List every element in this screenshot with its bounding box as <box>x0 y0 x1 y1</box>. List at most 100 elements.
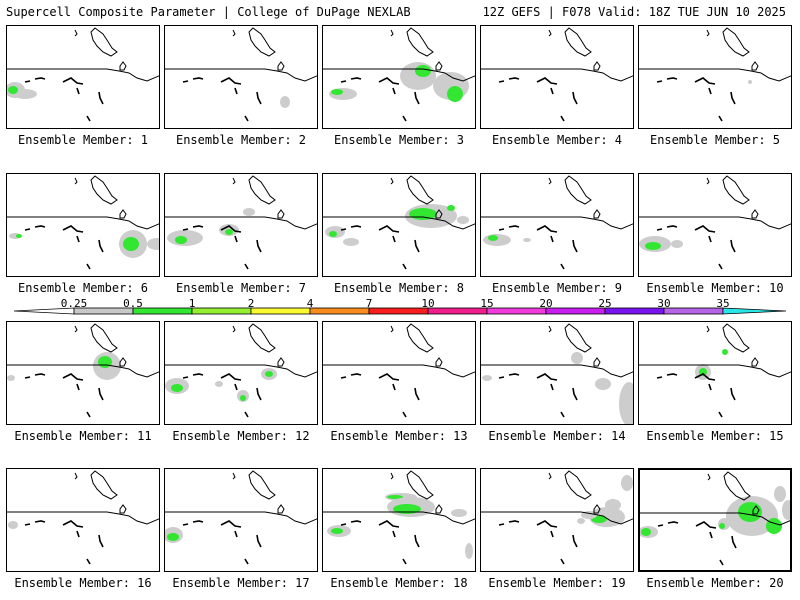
colorbar-segment <box>545 307 606 315</box>
ensemble-member-label: Ensemble Member: 7 <box>175 281 307 295</box>
point-marker <box>277 61 285 71</box>
coastline-shape <box>406 323 434 353</box>
island-shape <box>74 29 78 37</box>
lake-shape <box>666 373 678 376</box>
ensemble-member-panel-19[interactable] <box>480 468 634 572</box>
river-shape <box>730 239 736 253</box>
lake-shape <box>24 376 31 379</box>
colorbar-segment <box>191 307 252 315</box>
ensemble-member-panel-6[interactable] <box>6 173 160 277</box>
lake-shape <box>34 373 46 376</box>
border-line <box>481 364 633 378</box>
scp-shade-green <box>488 235 498 241</box>
ensemble-member-label: Ensemble Member: 20 <box>646 576 784 590</box>
scp-shade-light <box>457 216 469 224</box>
ensemble-map <box>481 470 633 565</box>
ensemble-member-panel-20[interactable] <box>638 468 792 572</box>
scp-shade-green <box>16 234 22 238</box>
lake-shape <box>182 80 189 83</box>
ensemble-map <box>7 27 159 122</box>
coastline-shape <box>564 470 592 500</box>
colorbar-segment <box>604 307 665 315</box>
scp-shade-light <box>7 375 15 381</box>
ensemble-member-panel-2[interactable] <box>164 25 318 129</box>
border-line <box>639 68 791 82</box>
lake-shape <box>666 77 678 80</box>
ensemble-member-panel-12[interactable] <box>164 321 318 425</box>
coastline-shape <box>90 470 118 500</box>
scp-shade-green <box>415 65 431 77</box>
lake-shape <box>694 77 716 85</box>
lake-shape <box>62 77 84 85</box>
ensemble-member-panel-14[interactable] <box>480 321 634 425</box>
ensemble-member-panel-1[interactable] <box>6 25 160 129</box>
lake-shape <box>340 523 347 526</box>
ensemble-member-panel-4[interactable] <box>480 25 634 129</box>
point-marker <box>593 209 601 219</box>
lake-shape <box>498 80 505 83</box>
ensemble-member-panel-16[interactable] <box>6 468 160 572</box>
lake-shape <box>508 225 520 228</box>
colorbar-segment <box>250 307 311 315</box>
ensemble-member-panel-7[interactable] <box>164 173 318 277</box>
lake-shape <box>24 80 31 83</box>
lake-shape <box>350 225 362 228</box>
scp-shade-green <box>225 229 233 235</box>
coastline-shape <box>564 175 592 205</box>
ensemble-member-panel-5[interactable] <box>638 25 792 129</box>
ensemble-member-panel-8[interactable] <box>322 173 476 277</box>
river-shape <box>414 534 420 548</box>
ensemble-member-label: Ensemble Member: 11 <box>14 429 152 443</box>
ensemble-member-panel-13[interactable] <box>322 321 476 425</box>
lake-shape <box>34 225 46 228</box>
ensemble-map <box>481 27 633 122</box>
lake-shape <box>392 530 396 538</box>
lake-shape <box>708 383 712 391</box>
point-marker <box>119 209 127 219</box>
ensemble-member-panel-10[interactable] <box>638 173 792 277</box>
lake-shape <box>76 530 80 538</box>
ensemble-member-panel-3[interactable] <box>322 25 476 129</box>
scp-shade-green <box>167 533 179 541</box>
point-marker <box>277 504 285 514</box>
colorbar-segment <box>368 307 429 315</box>
ensemble-member-panel-9[interactable] <box>480 173 634 277</box>
ensemble-member-panel-17[interactable] <box>164 468 318 572</box>
ensemble-member-panel-15[interactable] <box>638 321 792 425</box>
ensemble-member-panel-18[interactable] <box>322 468 476 572</box>
point-marker <box>751 357 759 367</box>
lake-shape <box>234 235 238 243</box>
lake-shape <box>350 77 362 80</box>
scp-shade-light <box>748 80 752 84</box>
lake-shape <box>666 225 678 228</box>
island-shape <box>548 325 552 333</box>
ensemble-member-label: Ensemble Member: 4 <box>491 133 623 147</box>
scp-shade-light <box>147 238 159 250</box>
border-line <box>165 68 317 82</box>
point-marker <box>277 209 285 219</box>
border-line <box>7 364 159 378</box>
island-shape <box>707 473 711 481</box>
lake-shape <box>244 411 249 418</box>
scp-shade-light <box>782 500 790 520</box>
lake-shape <box>244 115 249 122</box>
lake-shape <box>34 520 46 523</box>
colorbar-tick-label: 15 <box>480 297 494 310</box>
coastline-shape <box>248 470 276 500</box>
lake-shape <box>220 77 242 85</box>
lake-shape <box>86 411 91 418</box>
scp-shade-light <box>343 238 359 246</box>
lake-shape <box>560 115 565 122</box>
lake-shape <box>402 558 407 565</box>
river-shape <box>731 535 737 549</box>
ensemble-member-label: Ensemble Member: 14 <box>488 429 626 443</box>
lake-shape <box>350 373 362 376</box>
ensemble-member-panel-11[interactable] <box>6 321 160 425</box>
lake-shape <box>234 383 238 391</box>
lake-shape <box>550 530 554 538</box>
coastline-shape <box>406 27 434 57</box>
lake-shape <box>340 376 347 379</box>
point-marker <box>435 61 443 71</box>
ensemble-member-label: Ensemble Member: 13 <box>330 429 468 443</box>
lake-shape <box>62 225 84 233</box>
